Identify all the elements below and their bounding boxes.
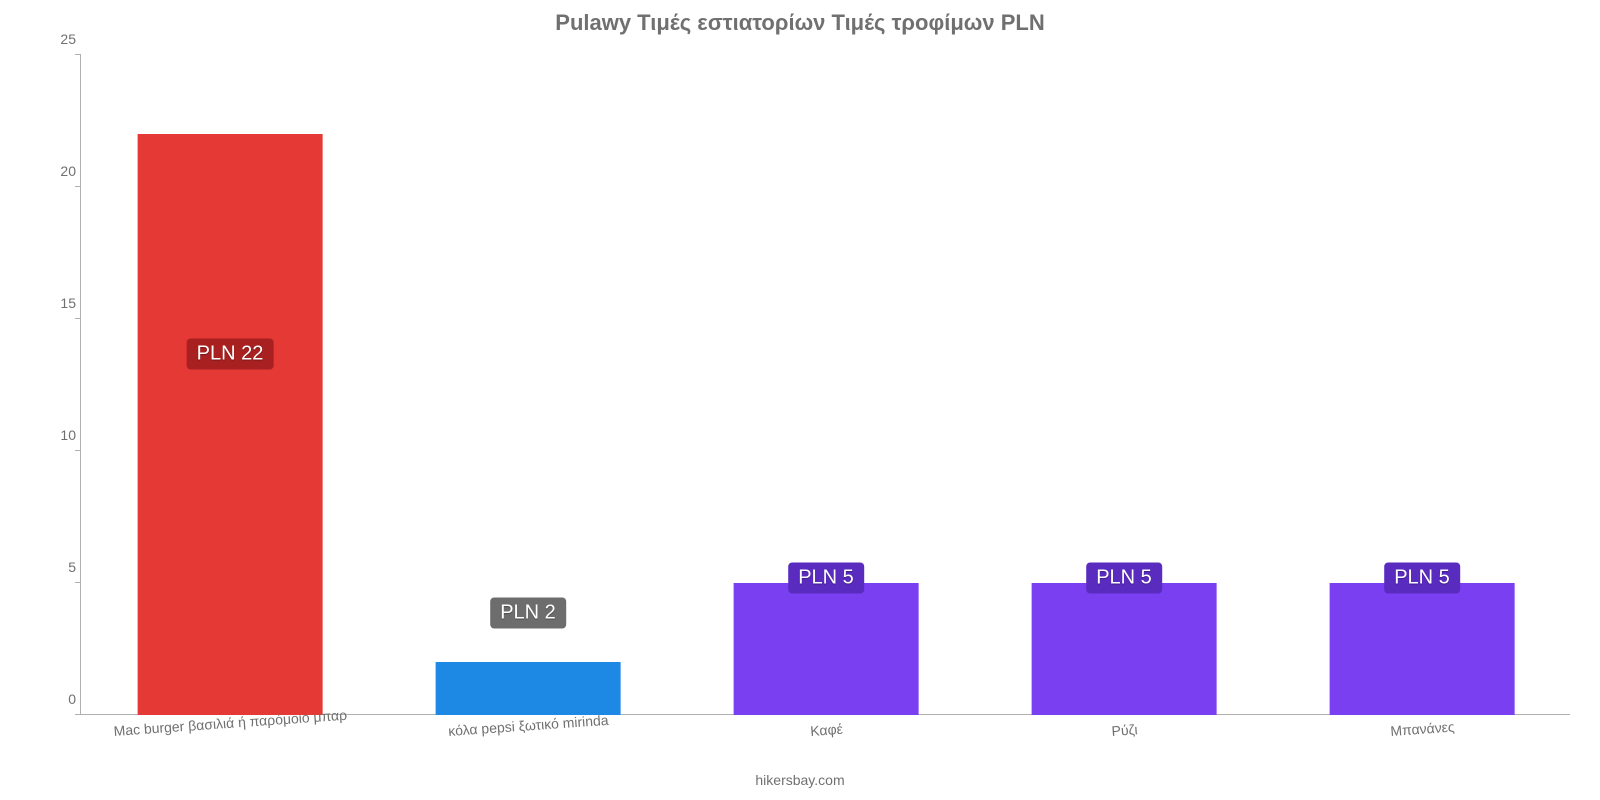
bar-slot: PLN 5Μπανάνες bbox=[1273, 55, 1571, 715]
plot-area: 0510152025PLN 22Mac burger βασιλιά ή παρ… bbox=[80, 55, 1570, 715]
attribution-text: hikersbay.com bbox=[0, 772, 1600, 788]
y-tick-label: 25 bbox=[36, 31, 76, 47]
chart-title: Pulawy Τιμές εστιατορίων Τιμές τροφίμων … bbox=[0, 10, 1600, 36]
bar bbox=[1330, 583, 1515, 715]
bar-value-label: PLN 22 bbox=[187, 339, 274, 370]
bar bbox=[138, 134, 323, 715]
bar bbox=[436, 662, 621, 715]
y-tick-label: 0 bbox=[36, 691, 76, 707]
x-tick-label: κόλα pepsi ξωτικό mirinda bbox=[448, 712, 609, 739]
x-tick-label: Μπανάνες bbox=[1390, 719, 1455, 739]
y-tick-label: 10 bbox=[36, 427, 76, 443]
x-tick-label: Καφέ bbox=[810, 721, 844, 739]
bar-value-label: PLN 5 bbox=[788, 563, 864, 594]
bar bbox=[734, 583, 919, 715]
bar-slot: PLN 22Mac burger βασιλιά ή παρόμοιο μπαρ bbox=[81, 55, 379, 715]
bar-slot: PLN 5Ρύζι bbox=[975, 55, 1273, 715]
y-tick-label: 5 bbox=[36, 559, 76, 575]
bar bbox=[1032, 583, 1217, 715]
x-tick-label: Ρύζι bbox=[1111, 721, 1138, 739]
bar-slot: PLN 2κόλα pepsi ξωτικό mirinda bbox=[379, 55, 677, 715]
y-tick-label: 15 bbox=[36, 295, 76, 311]
chart-container: Pulawy Τιμές εστιατορίων Τιμές τροφίμων … bbox=[0, 0, 1600, 800]
bar-slot: PLN 5Καφέ bbox=[677, 55, 975, 715]
bar-value-label: PLN 2 bbox=[490, 597, 566, 628]
bar-value-label: PLN 5 bbox=[1086, 563, 1162, 594]
bar-value-label: PLN 5 bbox=[1384, 563, 1460, 594]
y-tick-label: 20 bbox=[36, 163, 76, 179]
